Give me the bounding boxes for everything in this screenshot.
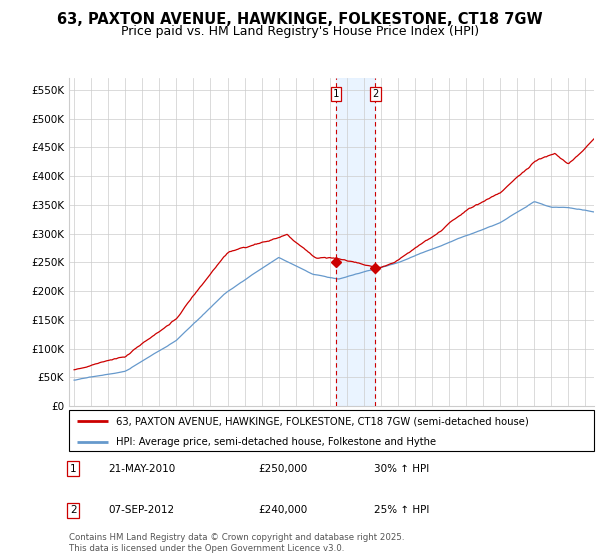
Text: 1: 1 (333, 89, 340, 99)
Text: 1: 1 (70, 464, 77, 474)
Text: 21-MAY-2010: 21-MAY-2010 (109, 464, 176, 474)
Text: Price paid vs. HM Land Registry's House Price Index (HPI): Price paid vs. HM Land Registry's House … (121, 25, 479, 38)
Text: 25% ↑ HPI: 25% ↑ HPI (373, 505, 429, 515)
Text: 2: 2 (372, 89, 379, 99)
Text: 07-SEP-2012: 07-SEP-2012 (109, 505, 175, 515)
Bar (336, 78, 376, 406)
Text: 2: 2 (70, 505, 77, 515)
Text: 63, PAXTON AVENUE, HAWKINGE, FOLKESTONE, CT18 7GW: 63, PAXTON AVENUE, HAWKINGE, FOLKESTONE,… (57, 12, 543, 27)
Text: 63, PAXTON AVENUE, HAWKINGE, FOLKESTONE, CT18 7GW (semi-detached house): 63, PAXTON AVENUE, HAWKINGE, FOLKESTONE,… (116, 417, 529, 426)
Text: 30% ↑ HPI: 30% ↑ HPI (373, 464, 429, 474)
Text: £240,000: £240,000 (258, 505, 307, 515)
Text: HPI: Average price, semi-detached house, Folkestone and Hythe: HPI: Average price, semi-detached house,… (116, 437, 436, 447)
Text: £250,000: £250,000 (258, 464, 307, 474)
Text: Contains HM Land Registry data © Crown copyright and database right 2025.
This d: Contains HM Land Registry data © Crown c… (69, 533, 404, 553)
FancyBboxPatch shape (69, 410, 594, 451)
